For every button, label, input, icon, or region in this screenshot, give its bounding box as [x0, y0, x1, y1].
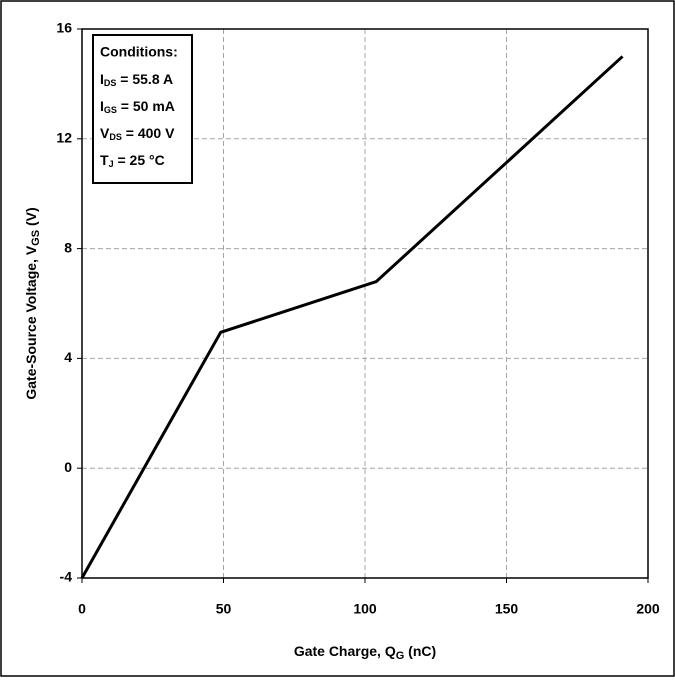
- x-axis-label-main: Gate Charge, Q: [294, 643, 396, 659]
- x-tick-label: 200: [636, 601, 660, 617]
- plot-frame: [81, 28, 649, 579]
- annotation-line: IDS = 55.8 A: [100, 71, 173, 89]
- annotation-line: IGS = 50 mA: [100, 98, 175, 116]
- annotation-line-suffix: = 55.8 A: [116, 71, 173, 87]
- y-tick-label: 16: [56, 20, 72, 36]
- annotation-line: TJ = 25 °C: [100, 152, 165, 170]
- y-axis-label-suffix: (V): [23, 207, 39, 230]
- y-axis-label-main: Gate-Source Voltage, V: [23, 245, 39, 399]
- annotation-line-suffix: = 400 V: [122, 125, 175, 141]
- annotation-line-sub: J: [109, 159, 114, 169]
- annotation-line: VDS = 400 V: [100, 125, 175, 143]
- series-line: [80, 55, 624, 579]
- y-axis-label-sub: GS: [30, 230, 42, 246]
- annotation-line-sub: DS: [104, 78, 117, 88]
- annotation-line-suffix: = 50 mA: [117, 98, 175, 114]
- y-tick-label: 4: [64, 349, 72, 365]
- x-tick-label: 150: [495, 601, 519, 617]
- annotation-line-main: I: [100, 71, 104, 87]
- y-tick-label: 0: [64, 459, 72, 475]
- annotation-line-main: I: [100, 98, 104, 114]
- annotation-line-sub: GS: [104, 105, 117, 115]
- annotation-line-sub: DS: [109, 132, 122, 142]
- y-tick-label: 8: [64, 239, 72, 255]
- annotation-line-main: V: [100, 125, 110, 141]
- annotation-box: [92, 34, 193, 184]
- x-tick-label: 0: [78, 601, 86, 617]
- annotation-title: Conditions:: [100, 44, 178, 60]
- y-axis-label: Gate-Source Voltage, VGS (V): [23, 207, 42, 399]
- x-tick-label: 100: [353, 601, 377, 617]
- annotation-line-suffix: = 25 °C: [114, 152, 165, 168]
- annotation-line-main: T: [100, 152, 109, 168]
- x-axis-label-sub: G: [396, 650, 405, 662]
- y-tick-label: -4: [60, 569, 73, 585]
- y-tick-label: 12: [56, 130, 72, 146]
- x-axis-label: Gate Charge, QG (nC): [294, 643, 436, 662]
- x-tick-label: 50: [216, 601, 232, 617]
- x-axis-label-suffix: (nC): [404, 643, 436, 659]
